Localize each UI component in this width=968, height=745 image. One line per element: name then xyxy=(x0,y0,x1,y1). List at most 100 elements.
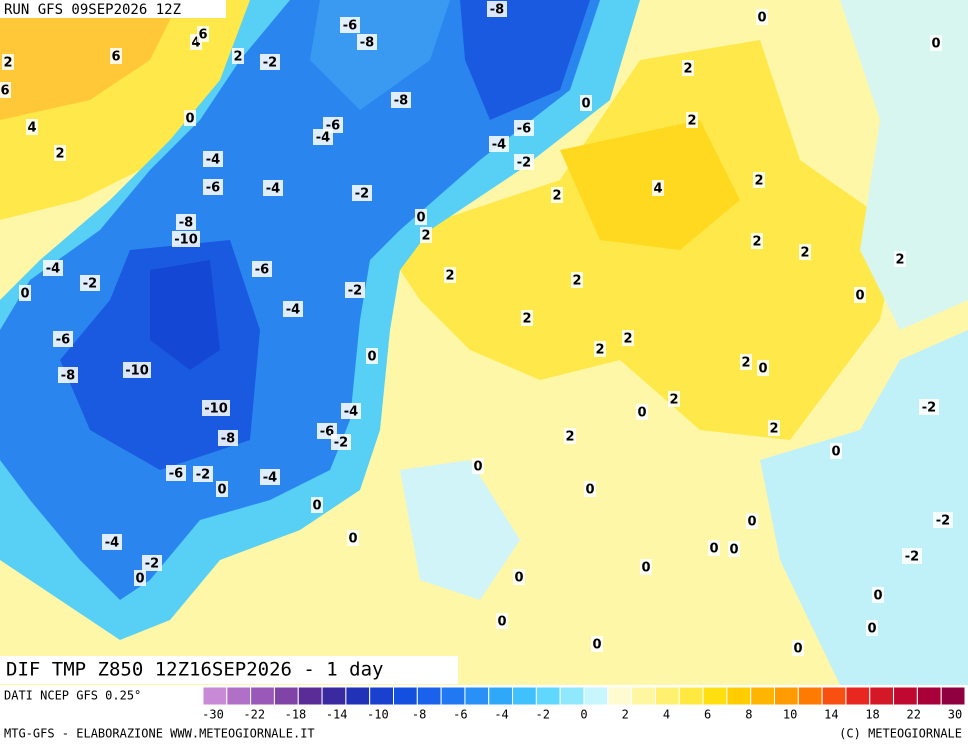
contour-label: 2 xyxy=(3,56,12,71)
contour-label: 0 xyxy=(20,287,29,302)
contour-label: 2 xyxy=(595,343,604,358)
scale-swatch xyxy=(321,686,347,706)
scale-swatch xyxy=(393,686,418,706)
contour-label: -2 xyxy=(145,557,159,572)
contour-label: -6 xyxy=(517,122,531,137)
scale-tick-label: 18 xyxy=(865,708,879,722)
warm-area xyxy=(0,0,180,120)
scale-tick-label: -30 xyxy=(202,708,224,722)
label-box xyxy=(110,48,122,64)
label-box xyxy=(487,1,507,17)
scale-swatch xyxy=(512,686,537,706)
contour-label: -6 xyxy=(56,333,70,348)
scale-tick-label: -8 xyxy=(412,708,426,722)
label-box xyxy=(341,403,361,419)
contour-label: -2 xyxy=(922,401,936,416)
label-box xyxy=(872,587,884,603)
label-box xyxy=(933,512,953,528)
cold-area xyxy=(460,0,590,120)
contour-label: 0 xyxy=(641,561,650,576)
scale-swatch xyxy=(631,686,656,706)
scale-tick-label: -14 xyxy=(326,708,348,722)
label-box xyxy=(172,231,200,247)
scale-tick-label: -18 xyxy=(285,708,307,722)
scale-swatch xyxy=(678,686,704,706)
label-box xyxy=(489,136,509,152)
label-box xyxy=(496,613,508,629)
contour-label: 2 xyxy=(769,422,778,437)
contour-label: 2 xyxy=(55,147,64,162)
label-box xyxy=(218,430,238,446)
label-box xyxy=(216,481,228,497)
scale-swatch xyxy=(845,686,871,706)
contour-label: 0 xyxy=(831,445,840,460)
scale-tick-label: -10 xyxy=(367,708,389,722)
label-box xyxy=(768,420,780,436)
scale-swatch xyxy=(297,686,323,706)
contour-label: -2 xyxy=(348,284,362,299)
scale-tick-label: 6 xyxy=(704,708,711,722)
scale-swatch xyxy=(821,686,847,706)
label-box xyxy=(640,559,652,575)
contour-label: 6 xyxy=(198,28,207,43)
label-box xyxy=(263,180,283,196)
contour-label: -2 xyxy=(263,56,277,71)
label-box xyxy=(331,434,351,450)
data-source: DATI NCEP GFS 0.25° xyxy=(4,689,141,703)
label-box xyxy=(594,341,606,357)
label-box xyxy=(854,287,866,303)
scale-tick-label: 30 xyxy=(948,708,962,722)
contour-label: 0 xyxy=(793,642,802,657)
contour-label: 0 xyxy=(867,622,876,637)
contour-label: 2 xyxy=(552,189,561,204)
label-box xyxy=(197,26,209,42)
contour-label: -2 xyxy=(83,277,97,292)
contour-label: 4 xyxy=(191,36,200,51)
contour-label: -6 xyxy=(255,263,269,278)
contour-label: -8 xyxy=(61,369,75,384)
contour-label: -2 xyxy=(355,187,369,202)
label-box xyxy=(668,391,680,407)
contour-label: 2 xyxy=(687,114,696,129)
scale-swatch xyxy=(559,686,585,706)
contour-label: 0 xyxy=(873,589,882,604)
label-box xyxy=(584,481,596,497)
contour-label: 2 xyxy=(754,174,763,189)
scale-swatch xyxy=(369,686,394,706)
scale-swatch xyxy=(702,686,728,706)
warm-area xyxy=(560,120,740,250)
scale-tick-label: 10 xyxy=(783,708,797,722)
contour-label: 0 xyxy=(747,515,756,530)
credit-right: (C) METEOGIORNALE xyxy=(839,727,962,741)
contour-label: 0 xyxy=(581,97,590,112)
label-box xyxy=(919,399,939,415)
cold-area xyxy=(150,260,220,370)
label-box xyxy=(740,354,752,370)
contour-label: -2 xyxy=(196,468,210,483)
label-box xyxy=(252,261,272,277)
label-box xyxy=(202,400,230,416)
run-header: RUN GFS 09SEP2026 12Z xyxy=(4,2,181,18)
label-box xyxy=(521,310,533,326)
contour-label: -10 xyxy=(204,402,228,417)
contour-label: 2 xyxy=(669,393,678,408)
scale-swatch xyxy=(654,686,680,706)
contour-label: -2 xyxy=(334,436,348,451)
label-box xyxy=(391,92,411,108)
label-box xyxy=(415,209,427,225)
contour-label: -6 xyxy=(206,181,220,196)
label-box xyxy=(345,282,365,298)
label-box xyxy=(311,497,323,513)
label-box xyxy=(283,301,303,317)
label-box xyxy=(799,244,811,260)
label-box xyxy=(444,267,456,283)
scale-tick-label: -22 xyxy=(243,708,265,722)
label-box xyxy=(753,172,765,188)
contour-label: -10 xyxy=(125,364,149,379)
contour-label: 2 xyxy=(895,253,904,268)
contour-label: -4 xyxy=(105,536,119,551)
map-title: DIF TMP Z850 12Z16SEP2026 - 1 day xyxy=(6,659,384,681)
contour-label: 0 xyxy=(514,571,523,586)
scale-tick-label: 14 xyxy=(824,708,838,722)
